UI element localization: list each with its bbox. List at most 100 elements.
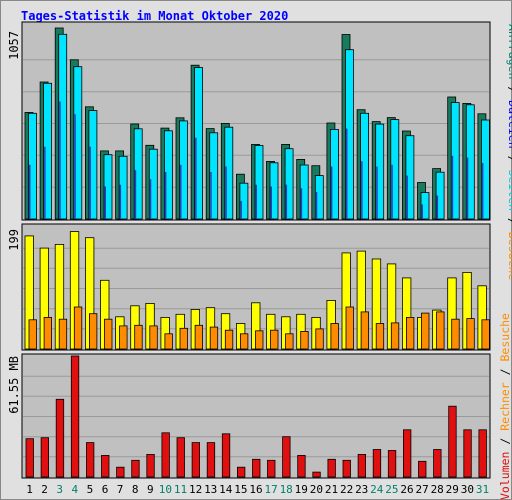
bar-dateien bbox=[435, 171, 445, 220]
bar-dateien bbox=[43, 82, 52, 220]
x-axis-label: 2 bbox=[41, 483, 48, 496]
bar-dateien bbox=[299, 164, 309, 220]
bar-volumen bbox=[342, 459, 351, 478]
bar-dateien bbox=[194, 67, 204, 220]
bar-seiten bbox=[225, 166, 227, 219]
bar-volumen bbox=[327, 458, 336, 478]
bar-seiten bbox=[59, 101, 61, 219]
bar-rechner bbox=[421, 312, 430, 350]
bar-rechner bbox=[179, 327, 188, 350]
x-axis-label: 29 bbox=[446, 483, 459, 496]
bar-seiten bbox=[44, 146, 46, 219]
bar-volumen bbox=[267, 459, 276, 478]
bar-volumen bbox=[448, 405, 457, 478]
bar-dateien bbox=[118, 155, 128, 220]
bar-rechner bbox=[270, 329, 279, 350]
legend-top-text: Anfragen / Dateien / Seiten / Besuche bbox=[506, 24, 512, 280]
bar-volumen bbox=[252, 458, 261, 478]
bar-seiten bbox=[240, 200, 242, 219]
bar-volumen bbox=[236, 466, 246, 478]
bar-dateien bbox=[450, 102, 460, 220]
panel-2-max-label: 199 bbox=[7, 229, 21, 251]
bar-dateien bbox=[465, 104, 475, 220]
bar-dateien bbox=[314, 175, 324, 220]
bar-dateien bbox=[405, 135, 415, 220]
bar-seiten bbox=[300, 188, 303, 219]
x-axis-label: 1 bbox=[26, 483, 33, 496]
legend-part: / bbox=[506, 211, 512, 232]
bar-rechner bbox=[73, 306, 83, 350]
bar-seiten bbox=[330, 166, 333, 219]
bar-dateien bbox=[239, 182, 249, 220]
bar-rechner bbox=[466, 318, 475, 350]
x-axis-label: 18 bbox=[280, 483, 293, 496]
bar-rechner bbox=[119, 325, 128, 350]
bar-volumen bbox=[191, 442, 201, 478]
bar-volumen bbox=[372, 449, 382, 478]
legend-part: Volumen bbox=[498, 452, 512, 500]
bar-volumen bbox=[116, 466, 125, 478]
bar-rechner bbox=[239, 333, 249, 350]
bar-seiten bbox=[376, 166, 378, 219]
bar-seiten bbox=[89, 146, 91, 219]
bar-rechner bbox=[149, 325, 158, 350]
x-axis-label: 8 bbox=[132, 483, 139, 496]
x-axis-label: 11 bbox=[174, 483, 187, 496]
bar-dateien bbox=[269, 162, 279, 220]
x-axis-label: 20 bbox=[310, 483, 323, 496]
bar-volumen bbox=[70, 355, 80, 478]
legend-part: Rechner bbox=[498, 382, 512, 431]
bar-volumen bbox=[433, 449, 442, 478]
x-axis-label: 30 bbox=[461, 483, 474, 496]
bar-rechner bbox=[89, 313, 98, 350]
bar-rechner bbox=[58, 318, 68, 350]
bar-seiten bbox=[29, 164, 31, 219]
bar-rechner bbox=[330, 323, 339, 350]
bar-seiten bbox=[391, 164, 393, 219]
bar-dateien bbox=[148, 148, 158, 220]
x-axis-label: 31 bbox=[476, 483, 489, 496]
bar-volumen bbox=[206, 442, 216, 478]
legend-part: / bbox=[506, 79, 512, 100]
bar-seiten bbox=[134, 170, 137, 219]
bar-dateien bbox=[28, 112, 37, 220]
bar-seiten bbox=[285, 184, 288, 219]
x-axis-label: 5 bbox=[87, 483, 94, 496]
bar-dateien bbox=[88, 110, 98, 220]
bar-volumen bbox=[478, 429, 487, 478]
x-axis-label: 12 bbox=[189, 483, 202, 496]
bar-dateien bbox=[209, 132, 219, 220]
bar-volumen bbox=[387, 450, 397, 478]
bar-rechner bbox=[300, 330, 309, 350]
bar-seiten bbox=[481, 163, 484, 219]
bar-dateien bbox=[375, 123, 385, 220]
bar-rechner bbox=[360, 311, 370, 350]
bar-dateien bbox=[480, 119, 490, 220]
bar-volumen bbox=[176, 437, 185, 478]
x-axis-label: 3 bbox=[56, 483, 63, 496]
bar-seiten bbox=[315, 191, 318, 219]
x-axis-label: 9 bbox=[147, 483, 154, 496]
bar-volumen bbox=[146, 453, 155, 478]
bar-volumen bbox=[297, 454, 306, 478]
panel-3-max-label: 61.55 MB bbox=[7, 356, 21, 414]
x-axis-label: 28 bbox=[431, 483, 444, 496]
bar-volumen bbox=[86, 442, 95, 478]
chart-title: Tages-Statistik im Monat Oktober 2020 bbox=[21, 9, 289, 23]
x-axis-label: 4 bbox=[71, 483, 78, 496]
x-axis-label: 15 bbox=[234, 483, 247, 496]
bar-rechner bbox=[28, 319, 37, 350]
bar-volumen bbox=[161, 432, 170, 478]
bar-rechner bbox=[209, 326, 219, 350]
bar-dateien bbox=[73, 66, 83, 220]
bar-seiten bbox=[406, 175, 408, 219]
bar-dateien bbox=[254, 145, 264, 220]
bar-dateien bbox=[284, 148, 294, 220]
bar-dateien bbox=[58, 33, 68, 220]
bar-dateien bbox=[420, 192, 430, 220]
panel-1-max-label: 1057 bbox=[7, 31, 21, 60]
x-axis-label: 21 bbox=[325, 483, 338, 496]
bar-rechner bbox=[104, 318, 113, 350]
legend-part: Besuche bbox=[498, 313, 512, 362]
bar-seiten bbox=[270, 186, 272, 219]
